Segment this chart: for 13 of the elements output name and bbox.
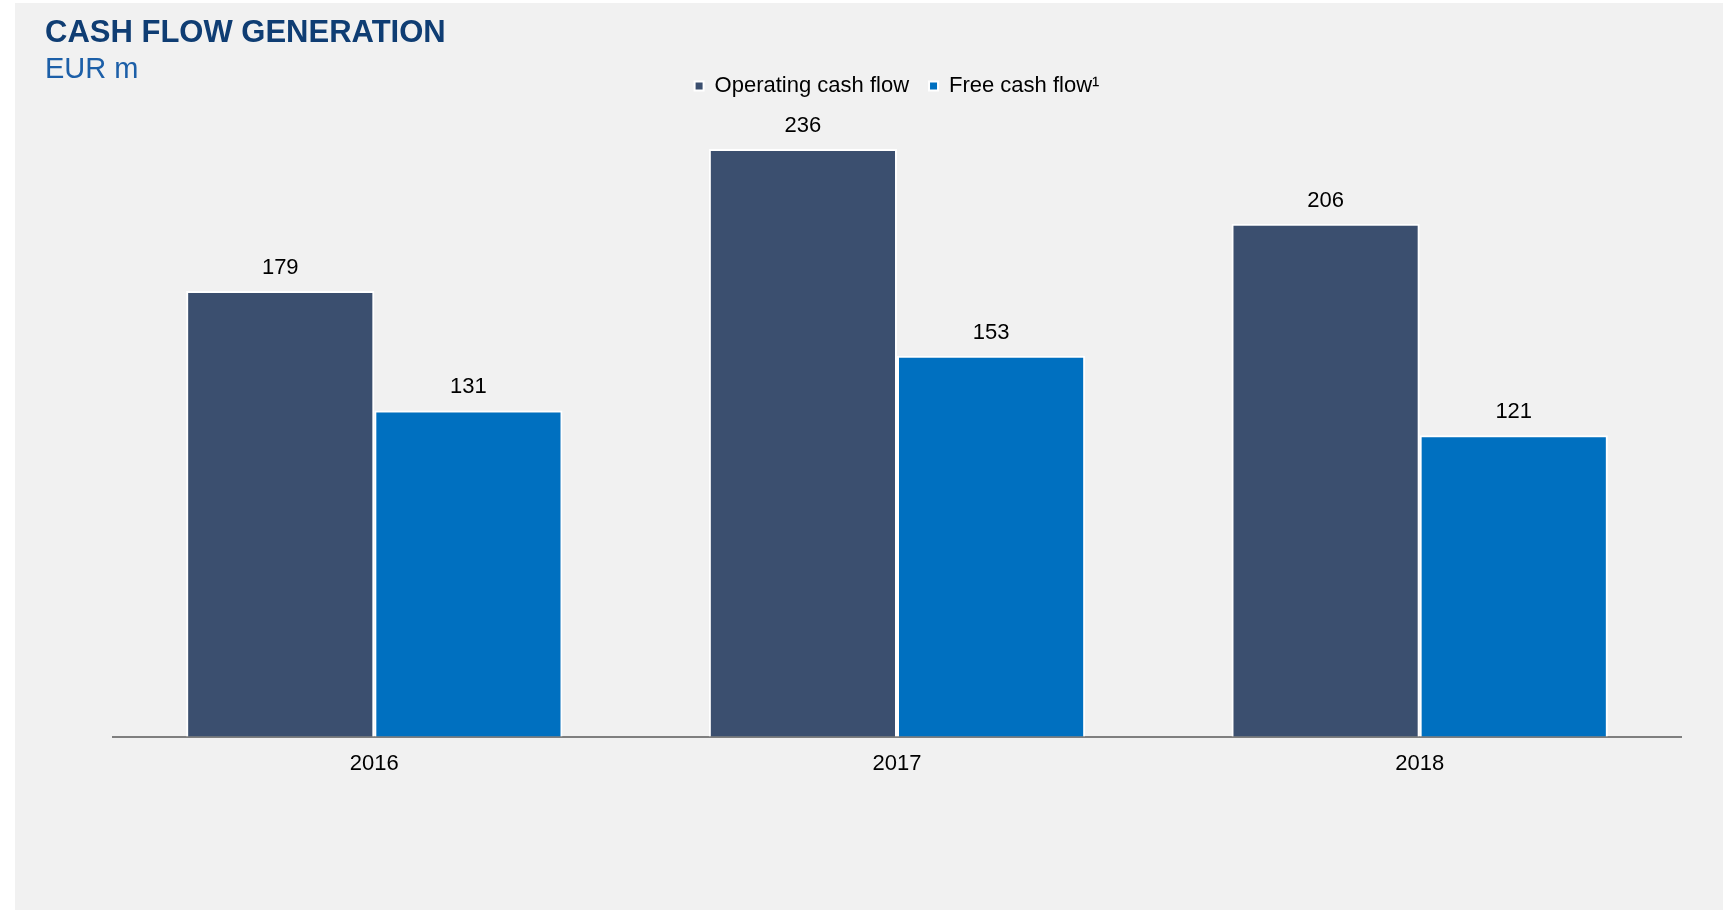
data-label: 206 bbox=[1307, 186, 1344, 212]
data-label: 236 bbox=[784, 112, 822, 138]
legend-label: Free cash flow¹ bbox=[949, 72, 1100, 98]
x-tick-label: 2016 bbox=[349, 749, 399, 775]
data-label: 179 bbox=[261, 253, 299, 279]
chart-subtitle: EUR m bbox=[45, 52, 139, 85]
x-tick-label: 2018 bbox=[1395, 749, 1445, 775]
data-label: 153 bbox=[972, 318, 1010, 344]
data-label: 121 bbox=[1495, 398, 1533, 424]
legend-label: Operating cash flow bbox=[714, 72, 910, 98]
chart-title: CASH FLOW GENERATION bbox=[45, 14, 446, 50]
data-label: 131 bbox=[450, 373, 487, 399]
x-tick-label: 2017 bbox=[872, 749, 922, 775]
